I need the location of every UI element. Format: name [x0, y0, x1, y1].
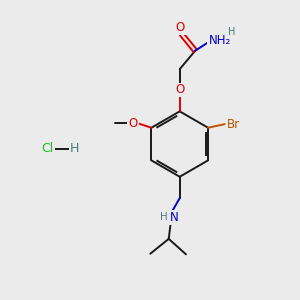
Text: O: O [128, 117, 138, 130]
Text: H: H [70, 142, 80, 155]
Text: O: O [176, 21, 185, 34]
Text: Br: Br [227, 118, 240, 130]
Text: H: H [228, 27, 236, 37]
Text: O: O [175, 83, 184, 97]
Text: Cl: Cl [41, 142, 54, 155]
Text: NH₂: NH₂ [208, 34, 231, 47]
Text: H: H [160, 212, 167, 222]
Text: N: N [169, 211, 178, 224]
